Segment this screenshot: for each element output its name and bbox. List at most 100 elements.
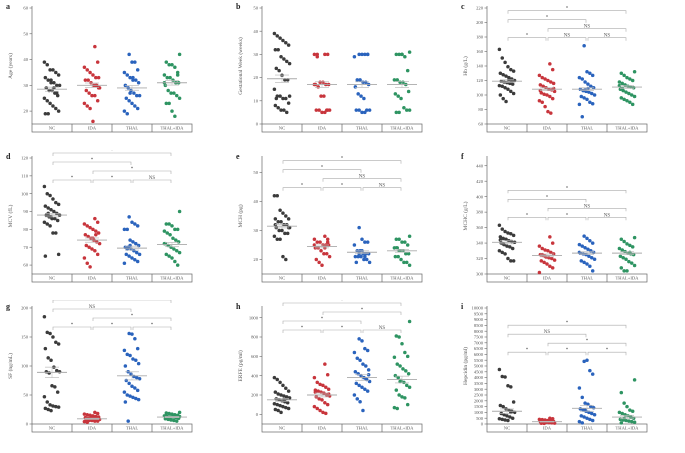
data-point-thal-ida [630,102,635,107]
data-point-thal-ida [627,91,631,96]
data-point-thal-ida [174,238,178,242]
data-point-nc [53,216,57,221]
data-point-thal-ida [402,260,406,265]
data-point-nc [275,237,279,241]
data-point-ida [539,421,544,426]
data-point-thal [125,393,129,397]
significance-label: * [71,323,74,328]
significance-bracket [547,28,627,32]
panel-g: g 0 50 100 150 200 SF (ng/mL) NC IDA THAL THAL+IDA… [0,300,228,451]
data-point-thal [591,406,596,410]
x-tick-label: THAL+IDA [390,276,414,281]
x-tick-label: NC [49,426,55,431]
data-point-nc [43,254,48,258]
data-point-nc [276,392,280,396]
significance-bracket [92,179,132,183]
data-point-thal [127,254,131,258]
data-point-ida [537,73,542,78]
data-point-thal-ida [165,75,169,80]
data-point-ida [319,249,323,253]
data-point-ida [94,229,98,233]
data-point-nc [55,218,60,223]
data-point-nc [51,335,55,339]
data-point-nc [276,48,280,52]
data-point-nc [285,400,290,405]
data-point-thal-ida [165,231,169,235]
data-point-thal-ida [624,257,628,262]
data-point-thal [131,395,135,400]
y-axis-label: Gestational Week (weeks) [237,37,244,95]
data-point-ida [315,406,319,411]
y-tick-label: 400 [476,194,484,199]
data-point-thal [582,359,586,364]
y-tick-label: 80 [478,107,483,112]
data-point-ida [325,108,330,112]
data-point-thal-ida [173,412,177,417]
data-point-ida [317,260,321,265]
data-point-ida [83,232,88,237]
significance-label: * [566,213,569,218]
data-point-thal [588,100,592,104]
y-axis-label: Age (years) [7,53,14,79]
x-tick-label: IDA [88,426,97,431]
y-tick-label: 70 [23,245,28,250]
data-point-thal-ida [164,101,169,106]
data-point-thal-ida [620,411,624,416]
data-point-nc [498,71,503,75]
data-point-thal-ida [619,266,624,270]
data-point-ida [91,73,95,77]
data-point-nc [55,368,59,373]
data-point-ida [543,77,547,81]
data-point-nc [503,86,507,90]
significance-bracket [282,320,362,324]
data-point-nc [48,101,52,106]
data-point-nc [279,410,283,415]
data-point-ida [315,380,319,385]
data-point-ida [325,237,330,241]
data-point-ida [548,264,552,269]
data-point-nc [278,237,282,241]
data-point-nc [54,70,58,75]
data-point-ida [95,99,100,103]
y-tick-label: 3500 [474,381,484,386]
data-point-nc [273,103,278,108]
data-point-ida [540,75,544,80]
data-point-ida [85,224,89,228]
data-point-thal [135,388,140,393]
data-point-nc [47,371,51,375]
data-point-nc [278,208,282,212]
data-point-ida [542,92,546,97]
data-point-thal-ida [405,243,410,247]
data-point-nc [281,96,285,101]
significance-bracket [507,189,627,194]
significance-bracket [322,329,362,333]
data-point-ida [95,240,99,244]
y-tick-label: 120 [476,78,484,83]
y-tick-label: 6500 [474,346,484,351]
data-point-thal-ida [619,421,624,425]
data-point-thal [590,101,595,106]
data-point-thal [590,256,594,260]
data-point-thal [585,97,589,102]
data-point-ida [316,85,320,89]
data-point-ida [95,220,100,224]
data-point-ida [88,106,92,111]
data-point-nc [285,396,289,400]
data-point-nc [500,227,504,231]
data-point-thal [358,358,362,362]
data-point-nc [54,404,58,409]
data-point-ida [93,419,97,423]
data-point-thal [580,77,584,81]
data-point-thal-ida [175,73,180,77]
data-point-thal [132,91,136,95]
y-tick-label: 20 [23,109,28,114]
data-point-thal [136,243,141,248]
data-point-ida [324,385,328,390]
data-point-thal [585,70,589,74]
data-point-thal-ida [175,419,179,423]
data-point-thal-ida [397,52,401,57]
data-point-thal [126,419,130,423]
data-point-thal [577,75,582,80]
data-point-thal-ida [395,406,399,411]
data-point-thal-ida [169,418,173,422]
